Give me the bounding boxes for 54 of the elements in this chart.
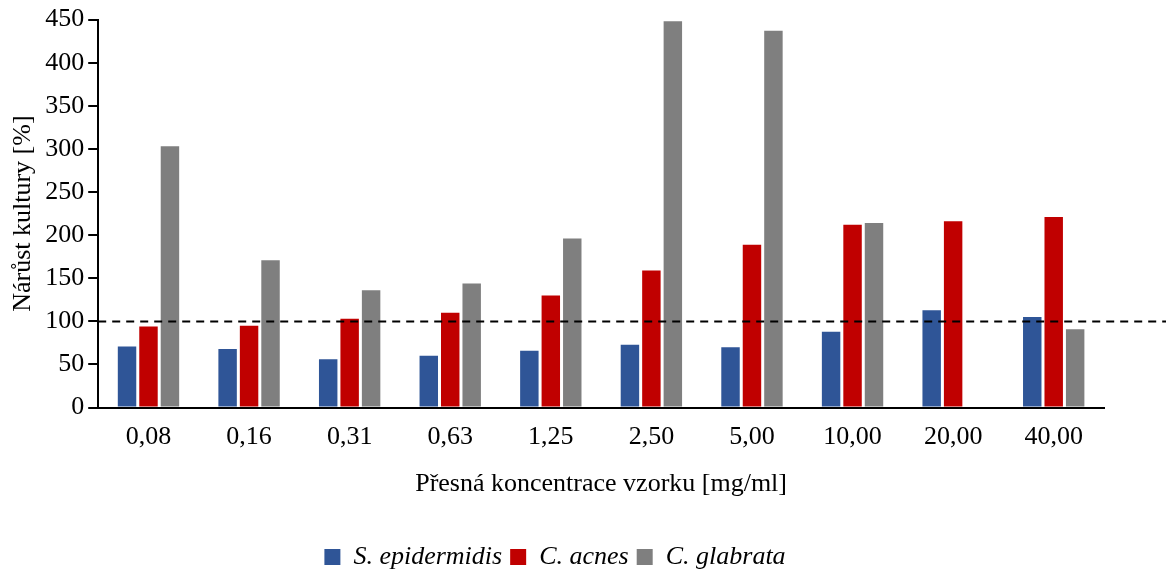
bar	[1065, 329, 1085, 407]
bar	[261, 260, 280, 407]
y-tick-label: 350	[45, 89, 85, 119]
bar	[462, 283, 481, 407]
bar	[318, 359, 338, 407]
legend-label: C. glabrata	[665, 540, 786, 570]
bar	[642, 270, 661, 407]
y-tick-label: 150	[45, 262, 85, 292]
bar	[117, 346, 137, 407]
y-tick-label: 400	[45, 46, 85, 76]
bar	[620, 344, 640, 407]
bar	[843, 224, 862, 407]
bar	[1044, 217, 1063, 407]
bar	[742, 244, 762, 407]
x-tick-label: 20,00	[923, 421, 983, 451]
x-tick-label: 2,50	[628, 421, 675, 451]
y-tick-label: 450	[45, 3, 85, 33]
bar	[1023, 317, 1042, 407]
bar	[721, 347, 740, 407]
bar	[663, 21, 683, 407]
y-tick-label: 50	[58, 348, 85, 378]
bar	[821, 331, 841, 407]
bar	[139, 326, 158, 407]
bar	[340, 318, 359, 407]
bar	[361, 290, 381, 407]
bar	[239, 325, 259, 407]
bar	[160, 146, 180, 407]
bar	[218, 348, 237, 407]
bar	[864, 223, 884, 407]
x-axis-title: Přesná koncentrace vzorku [mg/ml]	[415, 468, 788, 498]
x-tick-label: 0,08	[125, 421, 172, 451]
y-tick-label: 100	[45, 305, 85, 335]
x-tick-label: 0,63	[427, 421, 473, 451]
y-tick-label: 250	[45, 175, 85, 205]
x-tick-label: 5,00	[729, 421, 775, 451]
x-tick-label: 1,25	[528, 421, 574, 451]
bar	[563, 238, 582, 407]
legend-label: S. epidermidis	[353, 540, 503, 570]
bar	[943, 221, 963, 407]
x-tick-label: 0,31	[326, 421, 373, 451]
bar	[541, 295, 561, 407]
bar	[441, 312, 460, 407]
y-axis-title: Nárůst kultury [%]	[7, 115, 37, 312]
legend-label: C. acnes	[539, 540, 629, 570]
x-tick-label: 0,16	[226, 421, 272, 451]
x-tick-label: 40,00	[1024, 421, 1083, 451]
bar	[764, 30, 783, 407]
bar	[419, 355, 438, 407]
y-tick-label: 300	[45, 132, 85, 162]
bar	[922, 310, 941, 407]
x-tick-label: 10,00	[823, 421, 882, 451]
y-tick-label: 200	[45, 218, 85, 248]
bar	[520, 350, 539, 407]
y-tick-label: 0	[71, 391, 85, 421]
